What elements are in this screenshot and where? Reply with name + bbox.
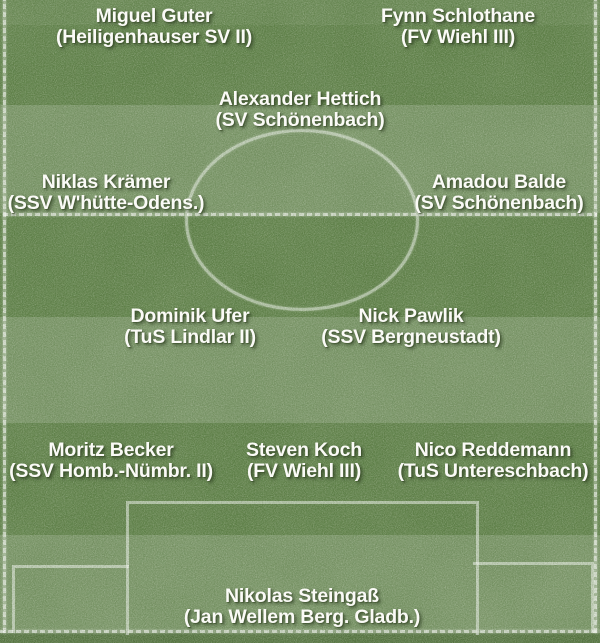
player-name: Steven Koch	[246, 439, 362, 461]
player-label[interactable]: Dominik Ufer (TuS Lindlar II)	[124, 306, 256, 348]
player-club: (TuS Lindlar II)	[124, 326, 256, 348]
player-label[interactable]: Nikolas Steingaß (Jan Wellem Berg. Gladb.…	[184, 586, 420, 628]
player-name: Fynn Schlothane	[380, 5, 536, 27]
player-club: (Heiligenhauser SV II)	[55, 26, 253, 48]
player-label[interactable]: Miguel Guter (Heiligenhauser SV II)	[56, 6, 252, 48]
player-label[interactable]: Niklas Krämer (SSV W'hütte-Odens.)	[8, 172, 205, 214]
player-label[interactable]: Fynn Schlothane (FV Wiehl III)	[381, 6, 535, 48]
player-club: (Jan Wellem Berg. Gladb.)	[183, 606, 421, 628]
player-label[interactable]: Alexander Hettich (SV Schönenbach)	[215, 89, 384, 131]
player-name: Amadou Balde	[431, 171, 567, 193]
player-club: (SV Schönenbach)	[414, 192, 584, 214]
player-club: (FV Wiehl III)	[400, 26, 516, 48]
player-label[interactable]: Amadou Balde (SV Schönenbach)	[414, 172, 583, 214]
player-club: (SSV Homb.-Nümbr. II)	[9, 460, 213, 482]
player-name: Nick Pawlik	[358, 305, 464, 327]
player-label[interactable]: Steven Koch (FV Wiehl III)	[246, 440, 362, 482]
player-name: Nico Reddemann	[414, 439, 572, 461]
player-name: Dominik Ufer	[130, 305, 250, 327]
player-club: (SV Schönenbach)	[215, 109, 385, 131]
player-club: (SSV W'hütte-Odens.)	[7, 192, 205, 214]
player-name: Alexander Hettich	[218, 88, 382, 110]
player-club: (FV Wiehl III)	[246, 460, 362, 482]
player-label[interactable]: Nick Pawlik (SSV Bergneustadt)	[321, 306, 501, 348]
player-name: Niklas Krämer	[41, 171, 171, 193]
player-label[interactable]: Nico Reddemann (TuS Untereschbach)	[398, 440, 589, 482]
player-name: Moritz Becker	[48, 439, 174, 461]
player-label[interactable]: Moritz Becker (SSV Homb.-Nümbr. II)	[9, 440, 213, 482]
player-name: Nikolas Steingaß	[225, 585, 379, 607]
player-club: (SSV Bergneustadt)	[321, 326, 501, 348]
player-name: Miguel Guter	[95, 5, 213, 27]
player-club: (TuS Untereschbach)	[397, 460, 589, 482]
